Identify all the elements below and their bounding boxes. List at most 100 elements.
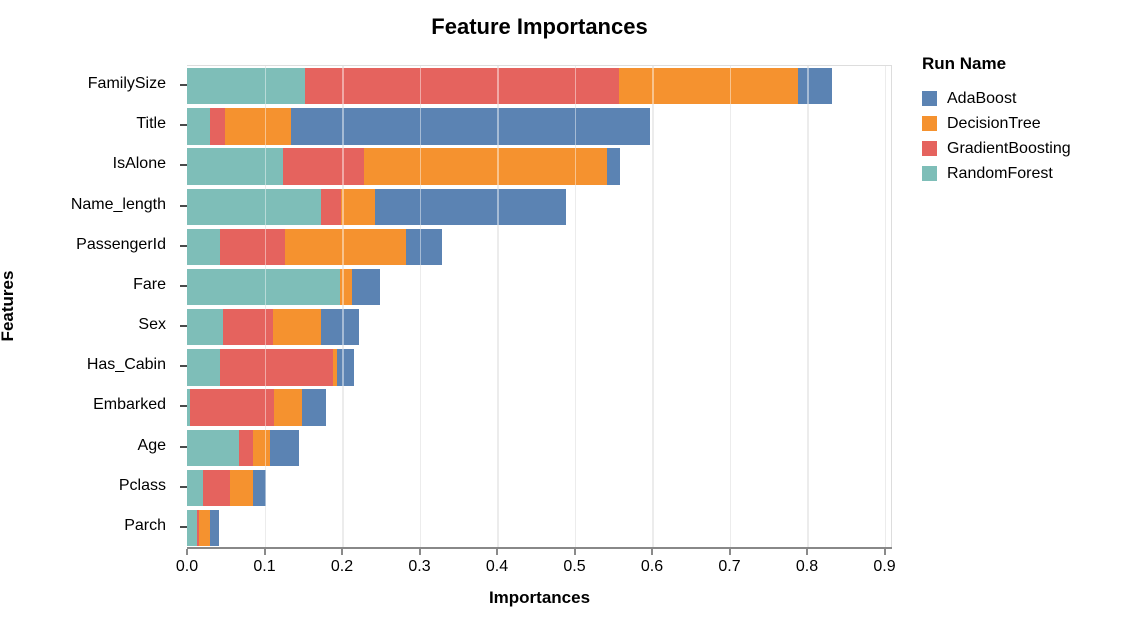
bar-segment <box>210 108 225 145</box>
bar-segment <box>269 429 300 466</box>
legend-label: AdaBoost <box>947 89 1017 107</box>
gridline-overlay <box>652 66 654 547</box>
bar-segment <box>187 268 341 306</box>
y-tick-mark <box>180 164 187 167</box>
gridline <box>574 66 576 547</box>
bar-segment <box>337 349 355 386</box>
bar-segment <box>187 108 211 145</box>
x-axis-title: Importances <box>488 588 591 607</box>
bar-segment <box>283 148 365 185</box>
bar-segment <box>220 228 285 266</box>
bar-segment <box>224 108 291 145</box>
bar-segment <box>374 188 566 225</box>
gridline-overlay <box>729 66 731 547</box>
y-tick-label: Embarked <box>93 396 166 414</box>
x-tick-mark <box>341 549 343 555</box>
bar-segment <box>187 389 191 426</box>
legend-swatch-icon <box>922 91 937 106</box>
y-tick-mark <box>180 84 187 87</box>
x-tick-mark <box>186 549 188 555</box>
legend-entry: AdaBoost <box>922 86 1071 111</box>
legend-entry: RandomForest <box>922 161 1071 186</box>
bar-segment <box>238 429 253 466</box>
bar-segment <box>798 68 832 105</box>
gridline <box>264 66 266 547</box>
legend-label: GradientBoosting <box>947 139 1071 157</box>
y-tick-label: PassengerId <box>76 235 166 253</box>
gridline <box>342 66 344 547</box>
gridline <box>729 66 731 547</box>
bar-segment <box>230 469 253 507</box>
bar-segment <box>340 268 353 306</box>
bar-row <box>187 68 891 105</box>
x-tick-label: 0.5 <box>563 558 586 575</box>
legend-entries: AdaBoost DecisionTree GradientBoosting Rand… <box>922 86 1071 186</box>
gridline-overlay <box>419 66 421 547</box>
legend-label: RandomForest <box>947 164 1053 182</box>
legend-title: Run Name <box>922 54 1007 73</box>
bar-segment <box>341 188 375 225</box>
bar-segment <box>220 349 333 386</box>
bar-segment <box>197 509 199 547</box>
bar-row <box>187 389 891 426</box>
gridline <box>497 66 499 547</box>
legend-label: DecisionTree <box>947 114 1041 132</box>
x-tick-label: 0.0 <box>175 558 199 575</box>
bar-segment <box>332 349 338 386</box>
bar-segment <box>187 68 305 105</box>
bar-row <box>187 309 891 346</box>
y-tick-label: Has_Cabin <box>86 356 166 374</box>
bar-segment <box>618 68 799 105</box>
legend-swatch-icon <box>922 141 937 156</box>
x-tick-mark <box>573 549 576 555</box>
bar-segment <box>290 108 651 145</box>
y-tick-label: IsAlone <box>112 155 166 173</box>
bar-row <box>187 228 891 266</box>
gridline-overlay <box>342 66 344 547</box>
bar-row <box>187 349 891 386</box>
bar-segment <box>187 349 221 386</box>
y-tick-mark <box>180 405 187 408</box>
y-tick-label: Sex <box>138 316 166 334</box>
x-tick-mark <box>806 549 808 555</box>
bar-segment <box>210 509 219 547</box>
x-tick-mark <box>883 549 886 555</box>
bar-segment <box>252 429 270 466</box>
legend-entry: GradientBoosting <box>922 136 1071 161</box>
x-tick-label: 0.4 <box>485 558 509 575</box>
x-tick-mark <box>263 549 266 555</box>
bar-segment <box>304 68 619 105</box>
bar-row <box>187 148 891 185</box>
bar-row <box>187 188 891 225</box>
bar-segment <box>187 429 239 466</box>
legend-entry: DecisionTree <box>922 111 1071 136</box>
y-tick-label: FamilySize <box>87 75 166 93</box>
y-tick-label: Parch <box>124 516 166 534</box>
gridline-overlay <box>807 66 809 547</box>
bar-segment <box>406 228 442 266</box>
bar-segment <box>187 509 198 547</box>
bar-segment <box>187 188 322 225</box>
bar-segment <box>198 509 211 547</box>
x-tick-label: 0.3 <box>408 558 431 575</box>
bar-row <box>187 268 891 306</box>
y-tick-mark <box>180 485 187 488</box>
y-tick-label: Age <box>137 436 166 454</box>
y-tick-label: Pclass <box>118 476 166 494</box>
bar-segment <box>321 188 342 225</box>
x-tick-label: 0.6 <box>640 558 664 575</box>
x-tick-label: 0.2 <box>330 558 354 575</box>
legend-swatch-icon <box>922 166 937 181</box>
x-tick-mark <box>728 549 731 555</box>
bar-segment <box>222 309 274 346</box>
bar-segment <box>202 469 231 507</box>
bar-segment <box>273 389 302 426</box>
bar-row <box>187 108 891 145</box>
bar-segment <box>321 309 360 346</box>
bar-segment <box>187 309 223 346</box>
chart-title: Feature Importances <box>431 14 648 39</box>
x-tick-mark <box>496 549 498 555</box>
gridline <box>884 66 886 547</box>
bar-segment <box>273 309 322 346</box>
